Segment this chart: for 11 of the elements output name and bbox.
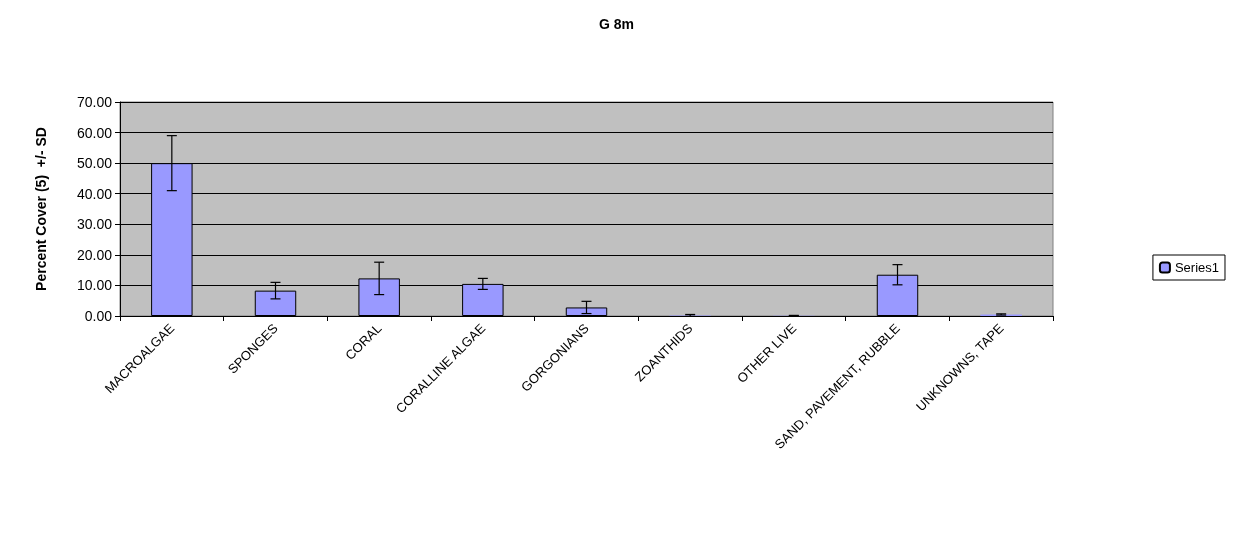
legend-label: Series1 bbox=[1174, 260, 1219, 275]
y-tick-label: 20.00 bbox=[76, 246, 113, 263]
y-tick-label: 60.00 bbox=[76, 124, 113, 141]
y-tick-label: 40.00 bbox=[76, 185, 113, 202]
y-tick-label: 50.00 bbox=[76, 155, 113, 172]
y-tick-label: 30.00 bbox=[76, 216, 113, 233]
y-tick-label: 10.00 bbox=[76, 277, 113, 294]
y-axis-title: Percent Cover (5) +/- SD bbox=[33, 127, 49, 291]
y-tick-label: 0.00 bbox=[84, 308, 113, 324]
chart-title: G 8m bbox=[598, 16, 635, 32]
y-tick-label: 70.00 bbox=[76, 94, 113, 110]
